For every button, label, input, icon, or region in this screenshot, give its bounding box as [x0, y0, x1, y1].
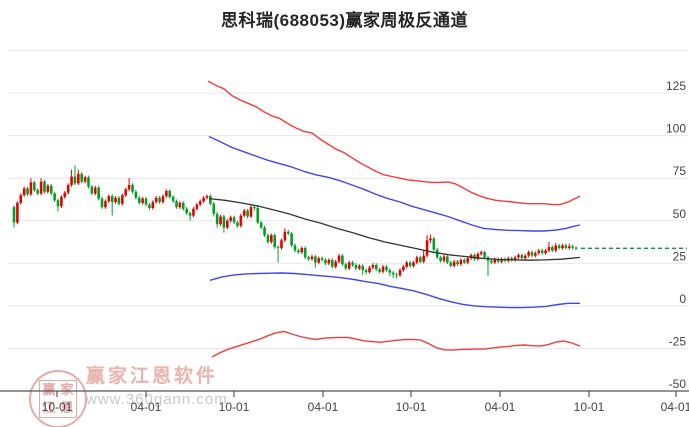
x-axis-label: 10-01	[42, 400, 73, 414]
y-axis-label: 125	[666, 79, 686, 93]
x-axis-label: 04-01	[485, 400, 516, 414]
x-axis-label: 10-01	[396, 400, 427, 414]
upper-inner-band-line	[208, 135, 581, 232]
mid-line-line	[208, 197, 581, 261]
x-axis-label: 04-01	[661, 400, 689, 414]
x-axis-label: 10-01	[219, 400, 250, 414]
y-axis-label: 75	[673, 164, 687, 178]
lower-inner-band-line	[209, 272, 580, 309]
x-axis-label: 04-01	[308, 400, 339, 414]
chart-title: 思科瑞(688053)赢家周极反通道	[220, 11, 469, 30]
y-axis-label: 50	[673, 207, 687, 221]
upper-outer-band-line	[207, 80, 581, 206]
y-axis-label: 100	[666, 122, 686, 136]
y-axis-labels: 125 100 75 50 25 0 -25 -50	[666, 79, 686, 391]
y-axis-label: 0	[679, 292, 686, 306]
x-axis-label: 10-01	[574, 400, 605, 414]
y-axis-label: -25	[669, 334, 687, 348]
x-axis: 10-01 04-01 10-01 04-01 10-01 04-01 10-01 04-01	[0, 390, 689, 414]
y-axis-label: -50	[669, 377, 687, 391]
lower-outer-band-line	[211, 330, 581, 358]
candles-group	[12, 165, 578, 279]
x-axis-label: 04-01	[131, 400, 162, 414]
y-axis-label: 25	[673, 249, 687, 263]
